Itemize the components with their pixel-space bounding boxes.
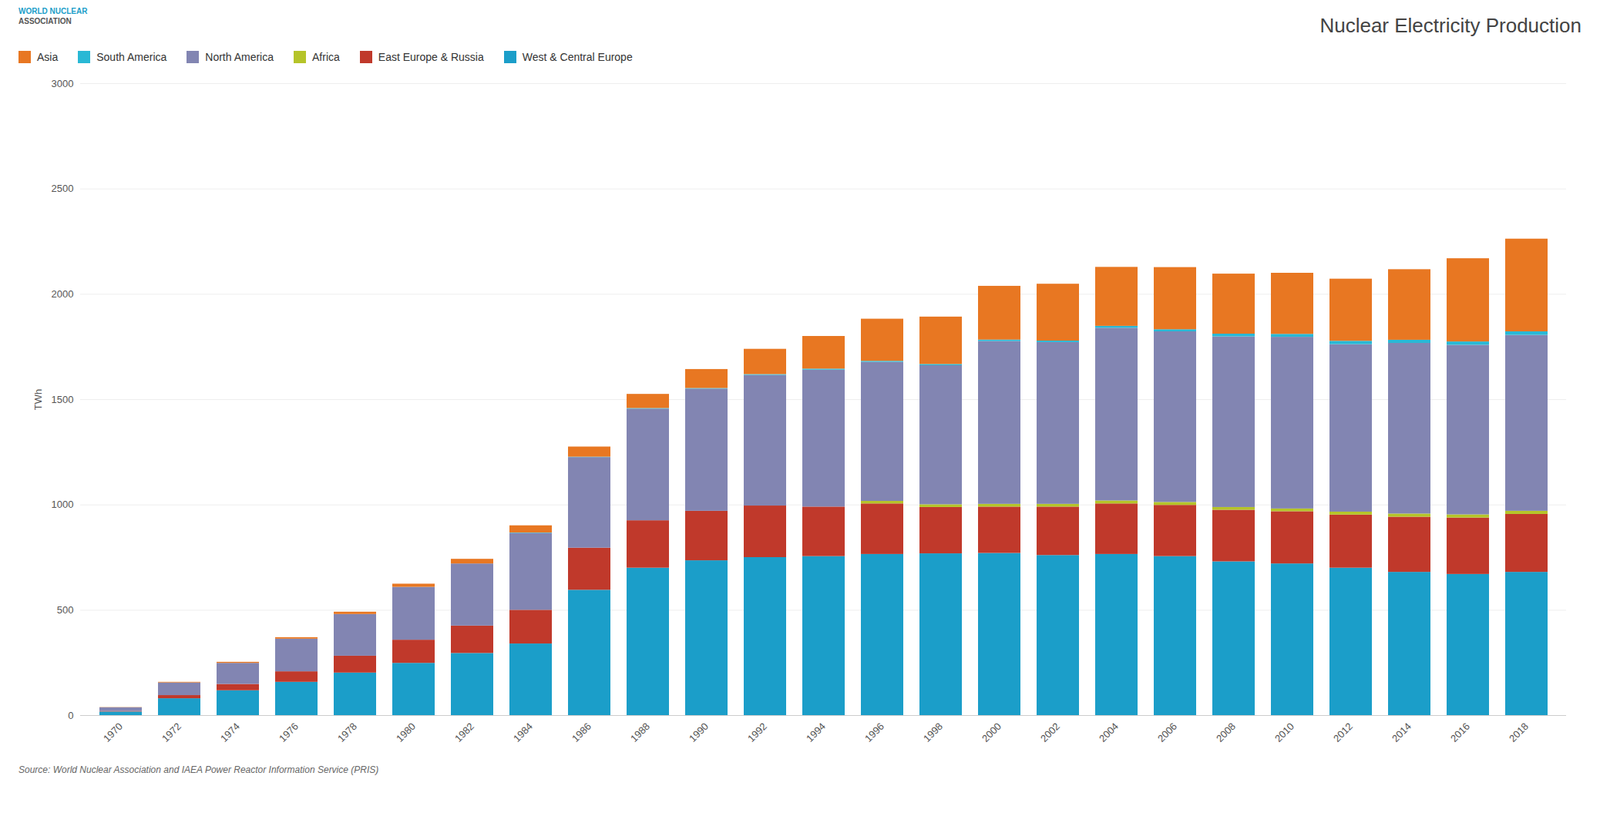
html-text:Asia: Asia bbox=[36, 50, 58, 64]
svg-text:2500: 2500 bbox=[51, 182, 74, 195]
svg-text:2002: 2002 bbox=[1038, 720, 1063, 745]
svg-text:2016: 2016 bbox=[1448, 720, 1473, 745]
svg-text:1976: 1976 bbox=[276, 720, 301, 745]
svg-text:2012: 2012 bbox=[1331, 720, 1355, 745]
svg-text:1000: 1000 bbox=[51, 498, 74, 511]
svg-text:TWh: TWh bbox=[32, 389, 44, 411]
svg-text:1970: 1970 bbox=[100, 720, 125, 745]
html-text:ASSOCIATION: ASSOCIATION bbox=[18, 16, 72, 26]
html-text:Africa: Africa bbox=[312, 50, 340, 64]
svg-text:2004: 2004 bbox=[1096, 720, 1121, 745]
svg-text:1980: 1980 bbox=[393, 720, 418, 745]
svg-text:1996: 1996 bbox=[862, 720, 887, 745]
svg-text:1974: 1974 bbox=[218, 720, 243, 745]
svg-text:2010: 2010 bbox=[1272, 720, 1297, 745]
svg-text:1986: 1986 bbox=[569, 720, 594, 745]
svg-text:2006: 2006 bbox=[1155, 720, 1180, 745]
svg-text:2014: 2014 bbox=[1389, 720, 1414, 745]
html-text:WORLD NUCLEAR: WORLD NUCLEAR bbox=[18, 6, 88, 16]
svg-text:2018: 2018 bbox=[1506, 720, 1531, 745]
svg-text:0: 0 bbox=[67, 709, 74, 722]
svg-text:2008: 2008 bbox=[1213, 720, 1238, 745]
svg-text:1990: 1990 bbox=[686, 720, 711, 745]
svg-text:1972: 1972 bbox=[159, 720, 184, 745]
svg-text:1984: 1984 bbox=[510, 720, 535, 745]
svg-text:1982: 1982 bbox=[452, 720, 477, 745]
svg-text:3000: 3000 bbox=[51, 77, 74, 90]
svg-text:1998: 1998 bbox=[921, 720, 945, 745]
svg-text:1978: 1978 bbox=[335, 720, 360, 745]
svg-text:2000: 2000 bbox=[51, 288, 74, 300]
svg-text:1988: 1988 bbox=[628, 720, 653, 745]
svg-text:2000: 2000 bbox=[979, 720, 1004, 745]
html-text:South America: South America bbox=[96, 50, 167, 64]
html-text:East Europe & Russia: East Europe & Russia bbox=[378, 50, 484, 64]
svg-text:500: 500 bbox=[57, 604, 74, 616]
html-text:Source: World Nuclear Associat: Source: World Nuclear Association and IA… bbox=[18, 764, 379, 776]
svg-text:1500: 1500 bbox=[51, 393, 74, 406]
html-text:West & Central Europe: West & Central Europe bbox=[522, 50, 633, 64]
html-text:North America: North America bbox=[205, 50, 274, 64]
html-text:Nuclear Electricity Production: Nuclear Electricity Production bbox=[1319, 13, 1582, 37]
svg-text:1994: 1994 bbox=[803, 720, 828, 745]
svg-text:1992: 1992 bbox=[745, 720, 770, 745]
